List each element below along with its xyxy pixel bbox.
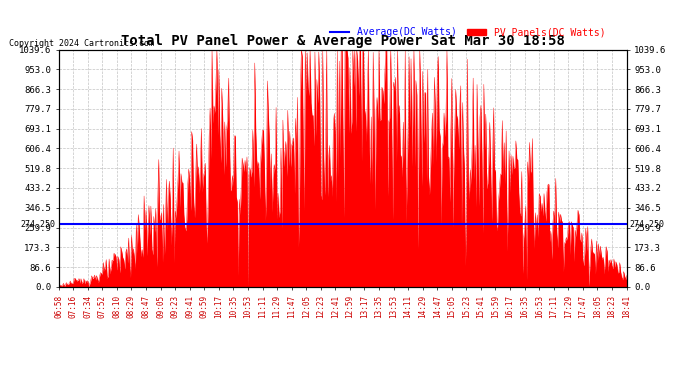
Text: 274.250: 274.250 <box>629 220 664 229</box>
Legend: Average(DC Watts), PV Panels(DC Watts): Average(DC Watts), PV Panels(DC Watts) <box>326 24 609 41</box>
Text: 274.250: 274.250 <box>21 220 56 229</box>
Text: Copyright 2024 Cartronics.com: Copyright 2024 Cartronics.com <box>9 39 154 48</box>
Title: Total PV Panel Power & Average Power Sat Mar 30 18:58: Total PV Panel Power & Average Power Sat… <box>121 34 564 48</box>
